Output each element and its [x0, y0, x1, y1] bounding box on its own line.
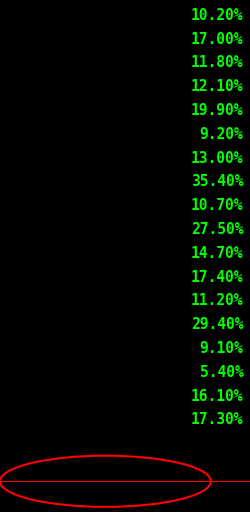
Text: 19.90%: 19.90% [190, 103, 242, 118]
Text: 5.40%: 5.40% [199, 365, 242, 380]
Text: 16.10%: 16.10% [190, 389, 242, 403]
Text: 17.30%: 17.30% [190, 412, 242, 428]
Text: 11.20%: 11.20% [190, 293, 242, 308]
Text: 10.70%: 10.70% [190, 198, 242, 213]
Text: 9.20%: 9.20% [199, 127, 242, 142]
Text: 35.40%: 35.40% [190, 175, 242, 189]
Text: 10.20%: 10.20% [190, 8, 242, 23]
Text: 9.10%: 9.10% [199, 341, 242, 356]
Text: 13.00%: 13.00% [190, 151, 242, 165]
Text: 29.40%: 29.40% [190, 317, 242, 332]
Text: 27.50%: 27.50% [190, 222, 242, 237]
Text: 12.10%: 12.10% [190, 79, 242, 94]
Text: 14.70%: 14.70% [190, 246, 242, 261]
Text: 17.40%: 17.40% [190, 270, 242, 285]
Text: 17.00%: 17.00% [190, 32, 242, 47]
Text: 11.80%: 11.80% [190, 55, 242, 71]
